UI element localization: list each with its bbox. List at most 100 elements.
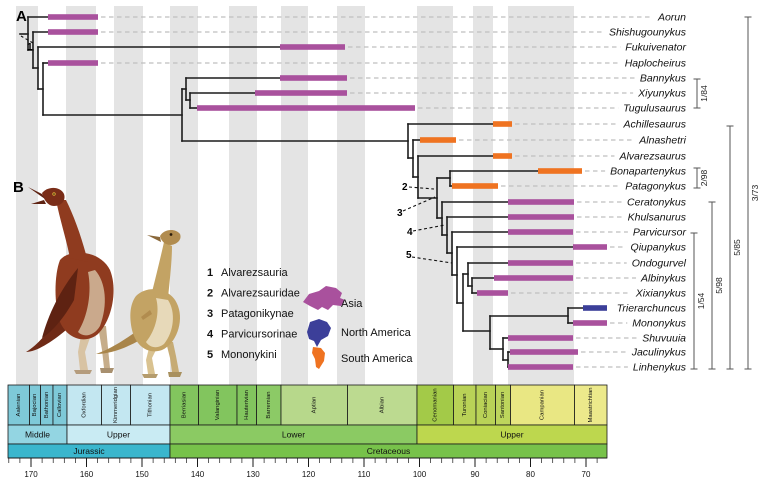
axis-tick-label: 160 xyxy=(80,470,94,479)
legend-clade-name: Patagonikynae xyxy=(221,308,294,320)
stage-label: Bajocian xyxy=(32,394,38,417)
occurrence-bar-south_america xyxy=(493,121,512,127)
dino-right-arm xyxy=(141,310,152,320)
stage-cell xyxy=(101,384,131,426)
legend-clade-number: 4 xyxy=(207,329,214,341)
taxon-label: Patagonykus xyxy=(625,181,686,193)
legend-clade-number: 2 xyxy=(207,288,213,300)
axis-tick-label: 70 xyxy=(582,470,591,479)
axis-tick-label: 80 xyxy=(526,470,535,479)
clade-pointer-line xyxy=(20,35,34,44)
region-legend: Asia North America South America xyxy=(303,286,413,369)
south-america-icon xyxy=(312,347,325,369)
taxon-label: Alvarezsaurus xyxy=(618,151,686,163)
region-label-asia: Asia xyxy=(341,298,363,310)
stage-cell xyxy=(347,384,418,426)
taxon-label: Jaculinykus xyxy=(631,347,687,359)
occurrence-bar-asia xyxy=(573,244,607,250)
alvarezsaur-illustration-red xyxy=(26,187,114,374)
axis-tick-label: 120 xyxy=(302,470,316,479)
geologic-timescale: Aalenian Bajocian Bathonian Callovian Oxford… xyxy=(7,384,608,479)
occurrence-bar-asia xyxy=(255,90,347,96)
support-brackets: 1/84 2/98 1/54 5/98 5/85 3/73 xyxy=(690,16,760,370)
stage-stripe xyxy=(229,6,257,385)
clade-pointer-line xyxy=(411,256,453,264)
clade-pointer-line xyxy=(402,196,436,212)
legend-clade-number: 3 xyxy=(207,308,213,320)
legend-clade-name: Parvicursorinae xyxy=(221,329,297,341)
stage-label: Aptian xyxy=(311,397,317,414)
dino-left-upper-beak xyxy=(28,187,45,199)
occurrence-bar-asia xyxy=(48,14,98,20)
clade-number-2: 2 xyxy=(402,182,408,193)
taxon-label: Shuvuuia xyxy=(642,333,686,345)
taxon-label: Qiupanykus xyxy=(631,242,687,254)
support-value-label: 1/84 xyxy=(699,85,709,102)
occurrence-bar-asia xyxy=(573,320,607,326)
asia-icon xyxy=(303,286,345,310)
occurrence-bar-asia xyxy=(508,214,574,220)
occurrence-bar-asia xyxy=(280,44,345,50)
support-value-label: 1/54 xyxy=(696,292,706,309)
occurrence-bar-south_america xyxy=(493,153,512,159)
support-value-label: 5/98 xyxy=(714,277,724,294)
occurrence-bar-south_america xyxy=(420,137,456,143)
taxon-label: Bonapartenykus xyxy=(610,166,687,178)
dino-right-foot xyxy=(142,374,158,378)
taxon-label: Ceratonykus xyxy=(627,197,687,209)
taxon-label: Linhenykus xyxy=(633,362,687,374)
occurrence-bar-asia xyxy=(508,229,573,235)
clade-number-4: 4 xyxy=(407,227,413,238)
taxon-label: Mononykus xyxy=(632,318,686,330)
stage-stripe xyxy=(337,6,365,385)
series-label: Lower xyxy=(282,430,305,440)
taxon-label: Alnashetri xyxy=(638,135,686,147)
stage-stripe xyxy=(508,6,574,385)
stage-label: Valanginian xyxy=(215,390,221,420)
stage-label: Berriasian xyxy=(181,392,187,419)
taxon-label: Albinykus xyxy=(640,273,687,285)
axis-tick-label: 170 xyxy=(24,470,38,479)
stage-label: Campanian xyxy=(540,390,546,420)
taxon-label: Haplocheirus xyxy=(625,58,687,70)
stage-label: Kimmeridgian xyxy=(113,387,119,423)
dino-right-head xyxy=(160,230,181,245)
dino-left-lower-beak xyxy=(31,200,46,204)
axis-tick-label: 130 xyxy=(246,470,260,479)
stage-cell xyxy=(574,384,608,426)
support-value-label: 5/85 xyxy=(732,239,742,256)
stage-stripe xyxy=(16,6,38,385)
legend-clade-number: 5 xyxy=(207,349,213,361)
panel-label-a: A xyxy=(16,8,27,25)
occurrence-bar-asia xyxy=(508,364,573,370)
dino-right-foot2 xyxy=(168,372,182,377)
dino-left-foot xyxy=(74,370,92,374)
stage-label: Albian xyxy=(379,397,385,413)
stage-label: Turonian xyxy=(462,393,468,416)
taxon-label: Shishugounykus xyxy=(609,27,687,39)
stage-label: Tithonian xyxy=(147,393,153,417)
stage-cell xyxy=(130,384,171,426)
taxon-label: Aorun xyxy=(657,12,686,24)
occurrence-bar-asia xyxy=(197,105,415,111)
stage-stripes xyxy=(16,6,574,385)
clade-legend: 1 Alvarezsauria 2 Alvarezsauridae 3 Patagonik… xyxy=(207,267,300,361)
taxon-label: Achillesaurus xyxy=(623,119,687,131)
occurrence-bar-asia xyxy=(508,335,573,341)
dino-right-belly xyxy=(146,298,173,348)
stage-label: Bathonian xyxy=(44,392,50,419)
dino-right-beak xyxy=(147,235,161,242)
dino-left-wing xyxy=(42,268,78,338)
region-label-south-america: South America xyxy=(341,353,413,365)
occurrence-bar-asia xyxy=(510,349,578,355)
stage-label: Santonian xyxy=(500,392,506,419)
dino-left-belly xyxy=(78,270,105,336)
occurrence-bar-asia xyxy=(477,290,508,296)
clade-pointer-line xyxy=(408,186,435,190)
region-label-north-america: North America xyxy=(341,327,412,339)
series-label: Upper xyxy=(107,430,130,440)
occurrence-bar-asia xyxy=(508,199,574,205)
stage-label: Callovian xyxy=(57,393,63,417)
series-label: Middle xyxy=(25,430,50,440)
